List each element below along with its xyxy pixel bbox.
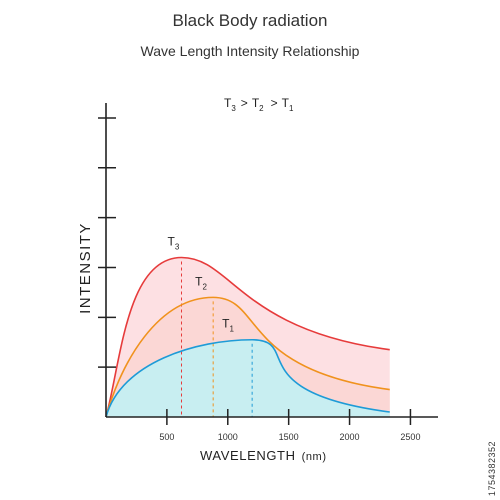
- chart-subtitle: Wave Length Intensity Relationship: [140, 43, 360, 59]
- curve-t3: [105, 256, 390, 418]
- relation-formula: T3 > T2 > T1: [224, 96, 294, 113]
- x-tick-label: 1500: [279, 432, 299, 442]
- relation-t2: T: [252, 96, 260, 110]
- axes: 500 1000 1500 2000 2500: [98, 103, 438, 442]
- area-t1: [106, 339, 390, 417]
- series-label-sub: 1: [229, 325, 234, 334]
- curve-lines: [105, 256, 390, 418]
- series-label-main: T: [168, 235, 176, 249]
- chart-title: Black Body radiation: [172, 11, 328, 30]
- curve-t2: [105, 296, 390, 418]
- y-axis-title: INTENSITY: [77, 222, 94, 314]
- curve-t1: [105, 338, 390, 418]
- relation-gt: >: [271, 96, 278, 110]
- series-label-sub: 2: [203, 282, 208, 291]
- x-tick-label: 500: [159, 432, 174, 442]
- peak-guides: [181, 261, 253, 417]
- relation-gt: >: [241, 96, 248, 110]
- relation-t2-sub: 2: [259, 104, 264, 113]
- series-label-t2: T2: [195, 274, 207, 291]
- x-axis-label: WAVELENGTH: [200, 448, 296, 463]
- relation-t1-sub: 1: [289, 104, 294, 113]
- relation-t3: T: [224, 96, 232, 110]
- series-label-t3: T3: [168, 235, 180, 252]
- x-tick-label: 2500: [400, 432, 420, 442]
- x-axis-unit: (nm): [302, 451, 327, 463]
- stock-id-watermark: 1754382352: [487, 440, 497, 496]
- x-tick-label: 1000: [218, 432, 238, 442]
- series-label-main: T: [222, 317, 230, 331]
- x-tick-label: 2000: [340, 432, 360, 442]
- series-label-main: T: [195, 274, 203, 288]
- relation-t1: T: [282, 96, 290, 110]
- series-label-sub: 3: [175, 243, 180, 252]
- curve-fills: [106, 257, 390, 417]
- relation-t3-sub: 3: [231, 104, 236, 113]
- x-axis-title: WAVELENGTH (nm): [200, 448, 327, 463]
- series-label-t1: T1: [222, 317, 234, 334]
